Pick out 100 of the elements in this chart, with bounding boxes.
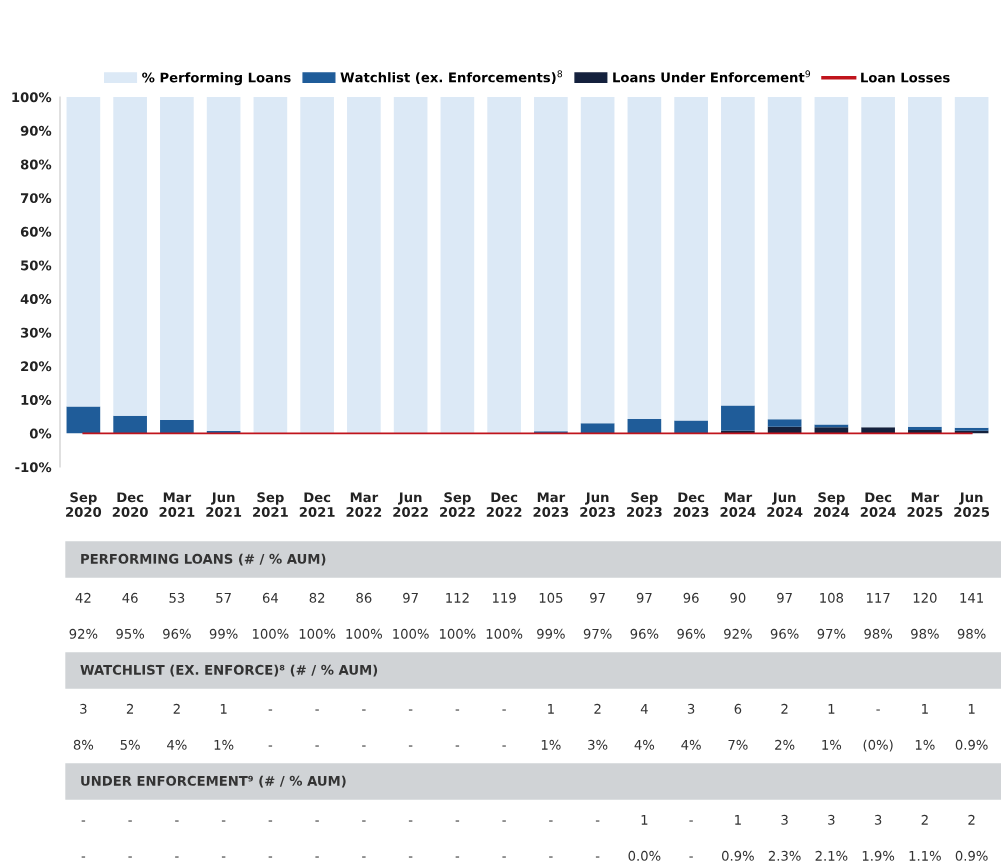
- text: 1: [735, 815, 741, 825]
- text: 1: [220, 704, 227, 714]
- x-tick-label: Sep 2020: [66, 492, 102, 517]
- y-tick-label: 0%: [29, 428, 52, 439]
- legend-label: Loan Losses: [861, 72, 950, 83]
- text: -: [315, 820, 319, 822]
- text: 120: [913, 592, 937, 603]
- x-tick-label: Dec 2020: [112, 492, 148, 517]
- text: -: [362, 745, 366, 747]
- text: 57: [216, 593, 231, 603]
- x-tick-label: Dec 2022: [486, 492, 522, 517]
- text: 119: [492, 592, 516, 603]
- text: 98%: [911, 628, 939, 639]
- text: 92%: [724, 628, 752, 639]
- y-tick-label: 40%: [20, 294, 52, 305]
- text: 90: [730, 592, 746, 603]
- text: 4: [640, 704, 648, 714]
- text: 1%: [822, 739, 842, 750]
- text: 2: [781, 703, 788, 714]
- text: 1%: [541, 739, 561, 750]
- text: 100%: [346, 628, 383, 639]
- x-tick-label: Sep 2023: [627, 492, 662, 517]
- text: 2: [126, 703, 133, 714]
- x-tick-label: Dec 2021: [299, 492, 335, 517]
- text: 97%: [583, 628, 612, 639]
- text: 100%: [393, 628, 429, 639]
- x-tick-label: Mar 2023: [533, 492, 569, 517]
- text: 82: [309, 592, 325, 603]
- y-tick-label: 10%: [21, 394, 52, 405]
- text: -: [221, 856, 226, 858]
- text: 100%: [299, 628, 336, 639]
- text: 1: [922, 704, 928, 714]
- text: 97: [403, 592, 418, 603]
- text: 96%: [677, 628, 706, 639]
- text: -: [455, 856, 460, 858]
- text: 2.3%: [768, 850, 801, 861]
- text: 86: [356, 592, 372, 603]
- text: 97: [590, 592, 605, 603]
- text: -: [595, 856, 600, 858]
- text: 1: [548, 704, 554, 714]
- text: 0.9%: [955, 850, 988, 861]
- text: -: [362, 820, 366, 822]
- text: 2: [968, 814, 975, 825]
- text: 96%: [630, 628, 659, 639]
- text: 2%: [775, 739, 795, 750]
- text: 0.0%: [628, 850, 661, 861]
- x-tick-label: Dec 2023: [673, 492, 709, 517]
- text: 1: [641, 815, 648, 825]
- text: 3: [874, 814, 882, 825]
- text: 105: [539, 592, 563, 603]
- x-tick-label: Sep 2022: [440, 492, 475, 517]
- text: -: [221, 820, 226, 822]
- text: -: [128, 856, 132, 858]
- text: 96: [683, 592, 699, 603]
- text: 141: [960, 593, 983, 603]
- text: -: [408, 709, 413, 711]
- text: -: [689, 820, 693, 822]
- text: -: [502, 709, 506, 711]
- x-tick-label: Jun 2025: [954, 492, 990, 517]
- text: -: [315, 709, 319, 711]
- text: -: [689, 856, 693, 858]
- text: -: [315, 856, 319, 858]
- x-tick-label: Jun 2022: [393, 492, 428, 517]
- text: 2: [173, 703, 180, 714]
- text: 6: [734, 703, 742, 714]
- text: -: [362, 709, 366, 711]
- text: 92%: [69, 628, 98, 639]
- text: 95%: [116, 628, 145, 639]
- y-tick-label: 80%: [20, 159, 52, 170]
- text: -: [128, 820, 132, 822]
- x-tick-label: Mar 2021: [159, 492, 195, 517]
- x-tick-label: Sep 2021: [253, 492, 288, 517]
- text: 0.9%: [955, 739, 988, 750]
- text: -: [175, 856, 179, 858]
- text: -: [502, 856, 506, 858]
- text: -: [268, 820, 273, 822]
- text: -: [502, 745, 506, 747]
- text: -: [408, 745, 413, 747]
- text: -: [268, 709, 273, 711]
- text: -: [455, 820, 460, 822]
- text: -: [362, 856, 366, 858]
- text: 1%: [214, 739, 234, 750]
- x-tick-label: Sep 2024: [814, 492, 850, 517]
- text: 97: [777, 592, 792, 603]
- text: -: [408, 856, 413, 858]
- text: 3%: [588, 739, 608, 750]
- y-tick-label: 70%: [20, 193, 52, 204]
- text: -: [315, 745, 319, 747]
- text: 46: [122, 592, 138, 603]
- text: 97: [636, 592, 652, 603]
- y-tick-label: 90%: [20, 125, 52, 136]
- text: -: [268, 856, 273, 858]
- text: -: [408, 820, 413, 822]
- text: 4%: [681, 739, 701, 750]
- text: 5%: [120, 739, 140, 750]
- text: 1: [828, 704, 835, 714]
- text: 96%: [163, 628, 191, 639]
- text: 4%: [167, 739, 187, 750]
- text: -: [455, 709, 460, 711]
- text: 108: [820, 592, 844, 603]
